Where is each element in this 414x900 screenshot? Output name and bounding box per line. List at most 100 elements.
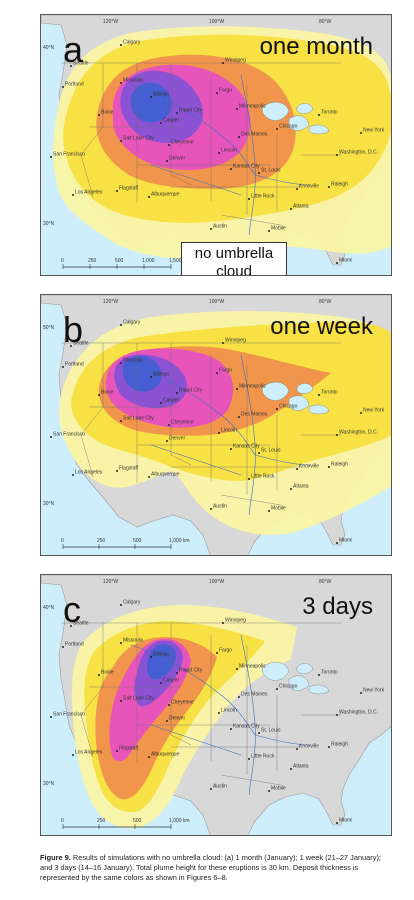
city-dot: [236, 388, 238, 390]
city-label: Miami: [339, 538, 352, 544]
city-label: Mobile: [271, 226, 286, 232]
city-label: Salt Lake City: [123, 136, 154, 142]
city-dot: [70, 345, 72, 347]
city-label: Albuquerque: [151, 752, 180, 758]
longitude-label: 100°W: [209, 579, 224, 585]
city-label: Denver: [169, 716, 185, 722]
city-label: Minneapolis: [239, 664, 266, 670]
city-dot: [248, 478, 250, 480]
city-label: Calgary: [123, 600, 141, 606]
city-dot: [238, 136, 240, 138]
city-label: Seattle: [73, 621, 89, 627]
panel-label-a: a: [63, 29, 84, 70]
city-label: Toronto: [321, 110, 338, 116]
city-dot: [98, 394, 100, 396]
city-label: Seattle: [73, 341, 89, 347]
city-label: Chicago: [279, 124, 298, 130]
great-lake: [296, 663, 314, 674]
city-dot: [120, 324, 122, 326]
great-lake: [288, 675, 310, 691]
city-label: Mobile: [271, 786, 286, 792]
city-label: Miami: [339, 818, 352, 824]
city-label: San Francisco: [53, 432, 85, 438]
city-dot: [218, 432, 220, 434]
city-dot: [336, 822, 338, 824]
city-dot: [360, 412, 362, 414]
city-label: Salt Lake City: [123, 696, 154, 702]
duration-label-c: 3 days: [302, 593, 373, 620]
state-border: [170, 63, 192, 186]
city-label: Missoula: [123, 638, 143, 644]
map-c: 120°W 100°W 80°W 40°N 30°N Calgary Winnipeg Sea…: [41, 575, 391, 835]
city-label: Rapid City: [179, 108, 203, 114]
city-label: Austin: [213, 504, 227, 510]
city-label: Los Angeles: [75, 750, 103, 756]
city-dot: [50, 156, 52, 158]
city-dot: [148, 196, 150, 198]
city-dot: [168, 144, 170, 146]
city-dot: [70, 625, 72, 627]
river: [240, 354, 256, 516]
city-label: Lincoln: [221, 708, 237, 714]
city-dot: [336, 542, 338, 544]
city-label: Billings: [153, 92, 169, 98]
great-lake: [308, 404, 330, 415]
city-label: Chicago: [279, 404, 298, 410]
city-dot: [120, 44, 122, 46]
city-label: Winnipeg: [225, 58, 246, 64]
city-dot: [222, 62, 224, 64]
city-dot: [258, 732, 260, 734]
city-dot: [116, 750, 118, 752]
city-dot: [216, 652, 218, 654]
city-label: Fargo: [219, 368, 232, 374]
city-dot: [150, 656, 152, 658]
city-label: Los Angeles: [75, 190, 103, 196]
city-dot: [62, 86, 64, 88]
city-dot: [360, 692, 362, 694]
latitude-label: 40°N: [43, 45, 55, 51]
duration-label-b: one week: [270, 313, 373, 340]
city-label: Missoula: [123, 78, 143, 84]
city-label: Portland: [65, 82, 84, 88]
map-panel-a: 120°W 100°W 80°W 40°N 30°N Calgary Winnipeg Sea…: [40, 14, 392, 276]
city-label: Fargo: [219, 88, 232, 94]
city-dot: [148, 756, 150, 758]
city-label: Boise: [101, 390, 114, 396]
city-label: Flagstaff: [119, 466, 139, 472]
city-label: Washington, D.C.: [339, 150, 378, 156]
city-label: Rapid City: [179, 388, 203, 394]
city-dot: [62, 366, 64, 368]
deposit-zone-blue: [130, 82, 172, 123]
scale-label: 250: [97, 538, 106, 544]
city-dot: [176, 112, 178, 114]
city-label: Des Moines: [241, 132, 268, 138]
city-dot: [160, 402, 162, 404]
city-dot: [176, 392, 178, 394]
state-borders: [61, 62, 341, 226]
figure-caption: Figure 9. Results of simulations with no…: [40, 853, 392, 883]
city-dot: [166, 160, 168, 162]
city-dot: [276, 408, 278, 410]
map-panel-b: 120°W 100°W 80°W 50°N 30°N Calgary Winnipeg Sea…: [40, 294, 392, 556]
river: [150, 444, 242, 476]
city-dot: [296, 188, 298, 190]
city-dot: [258, 452, 260, 454]
city-label: Minneapolis: [239, 104, 266, 110]
city-dot: [120, 140, 122, 142]
city-dot: [222, 342, 224, 344]
river: [254, 174, 312, 186]
city-label: Des Moines: [241, 412, 268, 418]
city-label: Rapid City: [179, 668, 203, 674]
city-dot: [230, 448, 232, 450]
city-dot: [210, 788, 212, 790]
city-label: Raleigh: [331, 742, 348, 748]
city-dot: [238, 416, 240, 418]
city-label: Winnipeg: [225, 338, 246, 344]
cities: Calgary Winnipeg Seattle Portland Missoula Bi…: [50, 40, 385, 264]
city-dot: [168, 424, 170, 426]
great-lake: [262, 101, 290, 121]
city-dot: [50, 436, 52, 438]
longitude-label: 80°W: [319, 299, 332, 305]
city-label: Toronto: [321, 390, 338, 396]
city-dot: [62, 646, 64, 648]
